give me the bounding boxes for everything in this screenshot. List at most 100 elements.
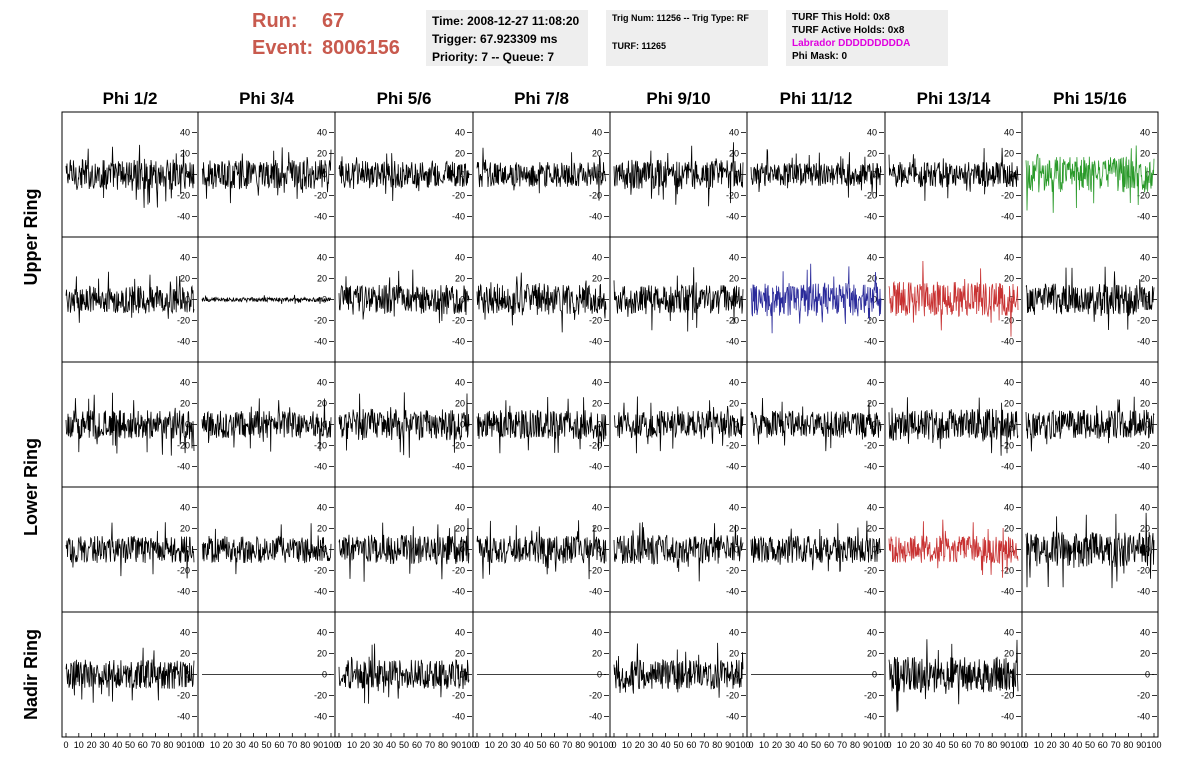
y-tick-label: 40: [455, 128, 465, 138]
y-tick-label: -40: [726, 212, 739, 222]
y-tick-label: 20: [180, 399, 190, 409]
y-tick-label: 40: [455, 378, 465, 388]
x-tick-label: 10: [1034, 740, 1044, 750]
y-tick-label: 40: [180, 253, 190, 263]
labrador-text: Labrador DDDDDDDDDA: [792, 38, 911, 49]
priority-text: Priority: 7 -- Queue: 7: [432, 50, 555, 64]
x-tick-label: 20: [360, 740, 370, 750]
y-tick-label: 20: [592, 649, 602, 659]
y-tick-label: 40: [455, 503, 465, 513]
y-tick-label: 20: [317, 649, 327, 659]
y-tick-label: -20: [726, 191, 739, 201]
y-tick-label: -20: [452, 566, 465, 576]
x-tick-label: 10: [897, 740, 907, 750]
x-tick-label: 100: [186, 740, 201, 750]
x-tick-label: 80: [987, 740, 997, 750]
y-tick-label: -20: [589, 441, 602, 451]
y-tick-label: 40: [867, 128, 877, 138]
waveform-trace: [1025, 512, 1155, 589]
turf-active-holds-text: TURF Active Holds: 0x8: [792, 25, 905, 36]
y-tick-label: -40: [864, 587, 877, 597]
waveform-trace: [65, 392, 195, 456]
y-tick-label: -40: [726, 462, 739, 472]
y-tick-label: -20: [864, 316, 877, 326]
y-tick-label: 40: [1004, 628, 1014, 638]
x-tick-label: 50: [125, 740, 135, 750]
row-label: Lower Ring: [21, 438, 41, 536]
trig-info-panel: Trig Num: 11256 -- Trig Type: RF TURF: 1…: [606, 10, 768, 66]
y-tick-label: -20: [452, 691, 465, 701]
y-tick-label: -40: [726, 587, 739, 597]
waveform-trace: [476, 520, 607, 580]
waveform-trace: [476, 272, 607, 333]
y-tick-label: 40: [180, 503, 190, 513]
y-tick-label: -40: [1137, 587, 1150, 597]
x-tick-label: 90: [1136, 740, 1146, 750]
waveform-trace: [65, 271, 195, 323]
waveform-trace: [750, 520, 882, 572]
x-tick-label: 50: [673, 740, 683, 750]
y-tick-label: 20: [729, 399, 739, 409]
column-header: Phi 5/6: [377, 89, 432, 108]
x-tick-label: 0: [199, 740, 204, 750]
event-row: Event: 8006156: [252, 35, 422, 62]
waveform-trace: [613, 267, 744, 332]
x-tick-label: 50: [811, 740, 821, 750]
y-tick-label: 20: [1140, 524, 1150, 534]
y-tick-label: 20: [867, 274, 877, 284]
y-tick-label: 40: [729, 253, 739, 263]
x-tick-label: 10: [347, 740, 357, 750]
column-header: Phi 3/4: [239, 89, 294, 108]
y-tick-label: -40: [314, 337, 327, 347]
waveform-trace: [476, 396, 607, 454]
y-tick-label: 20: [1004, 149, 1014, 159]
waveform-trace: [338, 643, 470, 704]
x-tick-label: 50: [1085, 740, 1095, 750]
y-tick-label: 20: [455, 649, 465, 659]
y-tick-label: 20: [317, 149, 327, 159]
y-tick-label: -40: [314, 212, 327, 222]
x-tick-label: 10: [210, 740, 220, 750]
y-tick-label: -40: [864, 712, 877, 722]
y-tick-label: 20: [867, 524, 877, 534]
waveform-trace: [613, 142, 744, 207]
waveform-trace: [65, 522, 195, 579]
waveform-trace: [750, 263, 882, 334]
y-tick-label: -20: [1001, 316, 1014, 326]
y-tick-label: 20: [592, 524, 602, 534]
x-tick-label: 40: [798, 740, 808, 750]
y-tick-label: 0: [322, 420, 327, 430]
y-tick-label: 40: [1004, 128, 1014, 138]
x-tick-label: 20: [1047, 740, 1057, 750]
y-tick-label: -40: [864, 212, 877, 222]
waveform-trace: [201, 398, 332, 452]
y-tick-label: 40: [729, 128, 739, 138]
y-tick-label: 20: [1140, 149, 1150, 159]
y-tick-label: 40: [1004, 503, 1014, 513]
x-tick-label: 20: [772, 740, 782, 750]
turf-text: TURF: 11265: [612, 41, 667, 51]
waveform-trace: [750, 149, 882, 198]
x-tick-label: 70: [151, 740, 161, 750]
x-tick-label: 50: [536, 740, 546, 750]
y-tick-label: 0: [460, 420, 465, 430]
y-tick-label: -20: [314, 191, 327, 201]
y-tick-label: -40: [314, 712, 327, 722]
run-event-box: Run: 67 Event: 8006156: [252, 8, 422, 62]
x-tick-label: 0: [886, 740, 891, 750]
x-tick-label: 20: [635, 740, 645, 750]
